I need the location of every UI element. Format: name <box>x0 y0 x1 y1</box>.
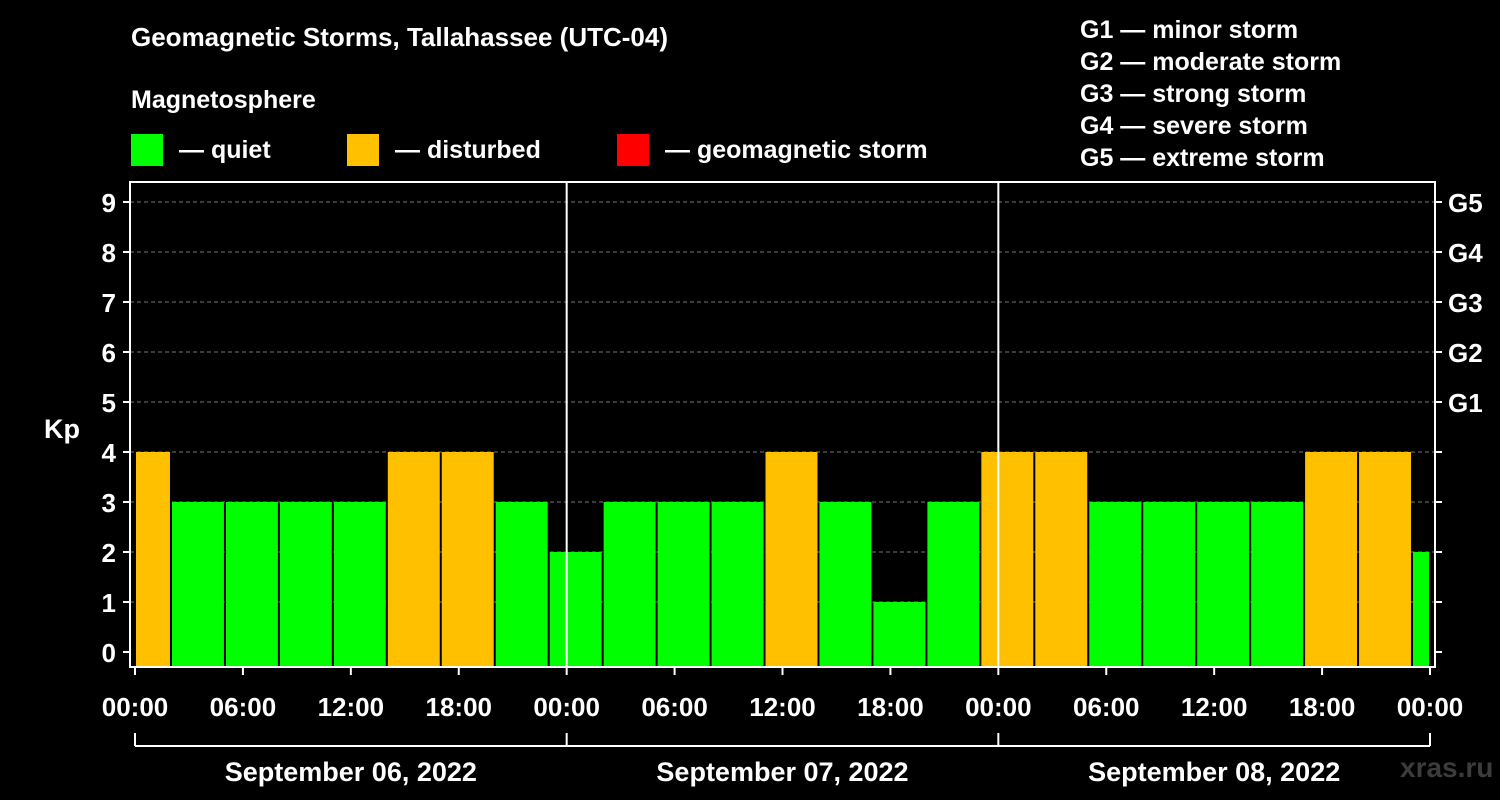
kp-bar <box>1035 452 1088 667</box>
legend-label-quiet: — quiet <box>179 135 271 164</box>
watermark: xras.ru <box>1400 752 1494 783</box>
date-label: September 06, 2022 <box>225 757 477 787</box>
storm-scale-g1: G1 — minor storm <box>1080 16 1299 44</box>
kp-bar <box>225 502 278 667</box>
kp-bar <box>873 602 926 667</box>
storm-scale-g3: G3 — strong storm <box>1080 80 1307 108</box>
kp-bar <box>1359 452 1412 667</box>
y-tick-label: 1 <box>102 588 116 618</box>
y-tick-label: 7 <box>102 288 116 318</box>
x-tick-label: 18:00 <box>1289 692 1356 722</box>
g-scale-label: G5 <box>1448 188 1483 218</box>
kp-bar <box>333 502 386 667</box>
kp-bar <box>1251 502 1304 667</box>
g-scale-label: G2 <box>1448 338 1483 368</box>
x-tick-label: 18:00 <box>426 692 493 722</box>
y-tick-label: 6 <box>102 338 116 368</box>
x-tick-label: 00:00 <box>533 692 600 722</box>
y-tick-label: 9 <box>102 188 116 218</box>
storm-scale-g2: G2 — moderate storm <box>1080 48 1342 76</box>
x-tick-label: 12:00 <box>749 692 816 722</box>
y-tick-label: 8 <box>102 238 116 268</box>
kp-bar <box>981 452 1034 667</box>
kp-bar <box>441 452 494 667</box>
y-tick-label: 2 <box>102 538 116 568</box>
storm-scale-g5: G5 — extreme storm <box>1080 144 1325 172</box>
y-tick-label: 0 <box>102 638 116 668</box>
x-tick-label: 06:00 <box>210 692 277 722</box>
legend-item-disturbed: — disturbed <box>347 133 541 167</box>
g-scale-label: G3 <box>1448 288 1483 318</box>
kp-bar <box>549 552 602 667</box>
y-tick-label: 3 <box>102 488 116 518</box>
y-axis-label: Kp <box>44 414 80 444</box>
kp-bar <box>657 502 710 667</box>
x-tick-label: 00:00 <box>1397 692 1464 722</box>
x-tick-label: 06:00 <box>1073 692 1140 722</box>
date-label: September 08, 2022 <box>1088 757 1340 787</box>
kp-bar <box>1197 502 1250 667</box>
x-tick-label: 18:00 <box>857 692 924 722</box>
kp-bar <box>1143 502 1196 667</box>
x-tick-label: 12:00 <box>1181 692 1248 722</box>
x-tick-label: 00:00 <box>965 692 1032 722</box>
kp-bar <box>495 502 548 667</box>
legend-label-storm: — geomagnetic storm <box>665 135 928 164</box>
kp-bar <box>819 502 872 667</box>
kp-bar <box>765 452 818 667</box>
kp-bar <box>171 502 224 667</box>
kp-bar <box>1089 502 1142 667</box>
legend-swatch-storm <box>617 134 649 166</box>
legend-item-storm: — geomagnetic storm <box>617 133 928 167</box>
legend-label-disturbed: — disturbed <box>395 135 541 164</box>
legend-item-quiet: — quiet <box>131 133 271 167</box>
kp-bar <box>1413 552 1429 667</box>
legend-swatch-disturbed <box>347 134 379 166</box>
kp-bar <box>387 452 440 667</box>
g-scale-label: G4 <box>1448 238 1483 268</box>
storm-scale-g4: G4 — severe storm <box>1080 112 1308 140</box>
g-scale-label: G1 <box>1448 388 1483 418</box>
chart-subtitle: Magnetosphere <box>131 86 316 114</box>
y-tick-label: 5 <box>102 388 116 418</box>
date-label: September 07, 2022 <box>656 757 908 787</box>
x-tick-label: 12:00 <box>318 692 385 722</box>
kp-bar <box>711 502 764 667</box>
y-tick-label: 4 <box>102 438 117 468</box>
kp-bar <box>927 502 980 667</box>
legend-swatch-quiet <box>131 134 163 166</box>
kp-bar <box>1305 452 1358 667</box>
x-tick-label: 06:00 <box>641 692 708 722</box>
kp-bar <box>603 502 656 667</box>
kp-bar <box>279 502 332 667</box>
storm-scale-legend: G1 — minor storm G2 — moderate storm G3 … <box>1080 14 1341 174</box>
kp-bar <box>136 452 170 667</box>
x-tick-label: 00:00 <box>102 692 169 722</box>
chart-title: Geomagnetic Storms, Tallahassee (UTC-04) <box>131 22 669 52</box>
